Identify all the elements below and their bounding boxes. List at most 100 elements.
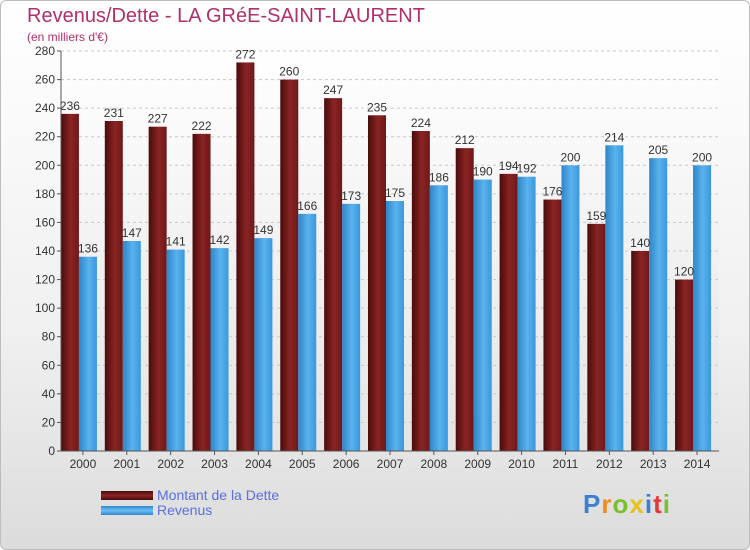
- y-tick-label: 0: [48, 444, 55, 458]
- y-tick-label: 200: [35, 158, 55, 172]
- x-tick-label: 2013: [640, 457, 667, 471]
- bar-dette: [368, 115, 386, 452]
- y-tick-label: 80: [42, 330, 56, 344]
- bar-revenus: [561, 165, 580, 452]
- bar-revenus: [693, 165, 712, 452]
- data-label-dette: 235: [367, 100, 387, 114]
- data-label-revenus: 141: [166, 235, 186, 249]
- logo-letter: t: [653, 489, 663, 519]
- x-tick-label: 2002: [157, 457, 184, 471]
- y-tick-label: 120: [35, 273, 55, 287]
- bar-revenus: [517, 176, 536, 451]
- data-label-dette: 260: [279, 65, 299, 79]
- x-tick-label: 2012: [596, 457, 623, 471]
- y-tick-label: 280: [35, 44, 55, 58]
- bar-revenus: [122, 241, 141, 451]
- bar-revenus: [298, 213, 317, 451]
- bar-revenus: [342, 203, 361, 451]
- x-tick-label: 2009: [464, 457, 491, 471]
- logo-letter: x: [629, 489, 645, 519]
- data-label-revenus: 142: [210, 233, 230, 247]
- chart-subtitle: (en milliers d'€): [27, 30, 108, 44]
- bar-revenus: [254, 238, 273, 451]
- data-label-revenus: 149: [253, 223, 273, 237]
- y-tick-label: 20: [42, 415, 56, 429]
- bar-dette: [236, 62, 255, 452]
- data-label-dette: 159: [586, 209, 606, 223]
- legend-label-revenus: Revenus: [157, 502, 213, 518]
- data-label-revenus: 136: [78, 242, 98, 256]
- bar-dette: [631, 251, 650, 451]
- x-tick-label: 2001: [113, 457, 140, 471]
- bar-revenus: [166, 249, 185, 451]
- data-label-revenus: 200: [560, 150, 580, 164]
- data-label-revenus: 205: [648, 143, 668, 157]
- data-label-dette: 140: [630, 236, 650, 250]
- y-tick-label: 40: [42, 387, 56, 401]
- bar-dette: [675, 279, 694, 451]
- y-tick-label: 140: [35, 244, 55, 258]
- bar-dette: [543, 199, 562, 451]
- data-label-revenus: 173: [341, 189, 361, 203]
- data-label-revenus: 175: [385, 186, 405, 200]
- data-label-dette: 176: [542, 185, 562, 199]
- bar-dette: [104, 121, 123, 451]
- data-label-dette: 231: [104, 106, 124, 120]
- bar-dette: [280, 79, 299, 452]
- legend-label-dette: Montant de la Dette: [157, 487, 280, 503]
- data-label-dette: 272: [235, 47, 255, 61]
- bar-dette: [455, 148, 474, 451]
- bar-dette: [192, 133, 211, 451]
- x-tick-label: 2004: [245, 457, 272, 471]
- x-tick-label: 2008: [421, 457, 448, 471]
- data-label-revenus: 214: [604, 130, 624, 144]
- chart-title: Revenus/Dette - LA GRéE-SAINT-LAURENT: [27, 5, 425, 27]
- logo-letter: i: [662, 489, 671, 519]
- bar-revenus: [210, 248, 229, 451]
- data-label-revenus: 190: [473, 165, 493, 179]
- bar-revenus: [649, 158, 668, 451]
- bar-revenus: [78, 256, 97, 451]
- data-label-revenus: 192: [517, 162, 537, 176]
- x-tick-label: 2011: [553, 457, 579, 471]
- x-tick-label: 2000: [70, 457, 97, 471]
- bar-revenus: [429, 185, 448, 452]
- bar-dette: [499, 173, 518, 451]
- x-tick-label: 2010: [508, 457, 535, 471]
- data-label-dette: 212: [455, 133, 475, 147]
- data-label-dette: 120: [674, 265, 694, 279]
- y-tick-label: 100: [35, 301, 55, 315]
- x-tick-label: 2007: [377, 457, 404, 471]
- bar-revenus: [386, 201, 404, 451]
- x-tick-label: 2014: [684, 457, 711, 471]
- data-label-dette: 236: [60, 99, 80, 113]
- data-label-dette: 247: [323, 83, 343, 97]
- y-tick-label: 240: [35, 101, 55, 115]
- bar-dette: [587, 223, 606, 451]
- bar-dette: [324, 98, 343, 452]
- y-tick-label: 220: [35, 130, 55, 144]
- proxiti-logo: Proxiti: [583, 489, 671, 520]
- data-label-dette: 224: [411, 116, 431, 130]
- x-tick-label: 2003: [201, 457, 228, 471]
- bar-dette: [148, 126, 167, 451]
- bar-dette: [411, 131, 430, 451]
- bar-revenus: [605, 145, 624, 452]
- x-tick-label: 2006: [333, 457, 360, 471]
- y-tick-label: 160: [35, 215, 55, 229]
- y-tick-label: 60: [42, 358, 56, 372]
- legend-swatch-dette: [101, 491, 153, 500]
- data-label-revenus: 166: [297, 199, 317, 213]
- logo-letter: o: [612, 489, 630, 519]
- y-tick-label: 260: [35, 73, 55, 87]
- bar-revenus: [473, 179, 492, 452]
- x-tick-label: 2005: [289, 457, 316, 471]
- legend-swatch-revenus: [101, 506, 153, 515]
- logo-letter: r: [601, 489, 613, 519]
- logo-letter: i: [644, 489, 654, 519]
- bar-dette: [60, 113, 79, 451]
- data-label-dette: 227: [148, 112, 168, 126]
- y-tick-label: 180: [35, 187, 55, 201]
